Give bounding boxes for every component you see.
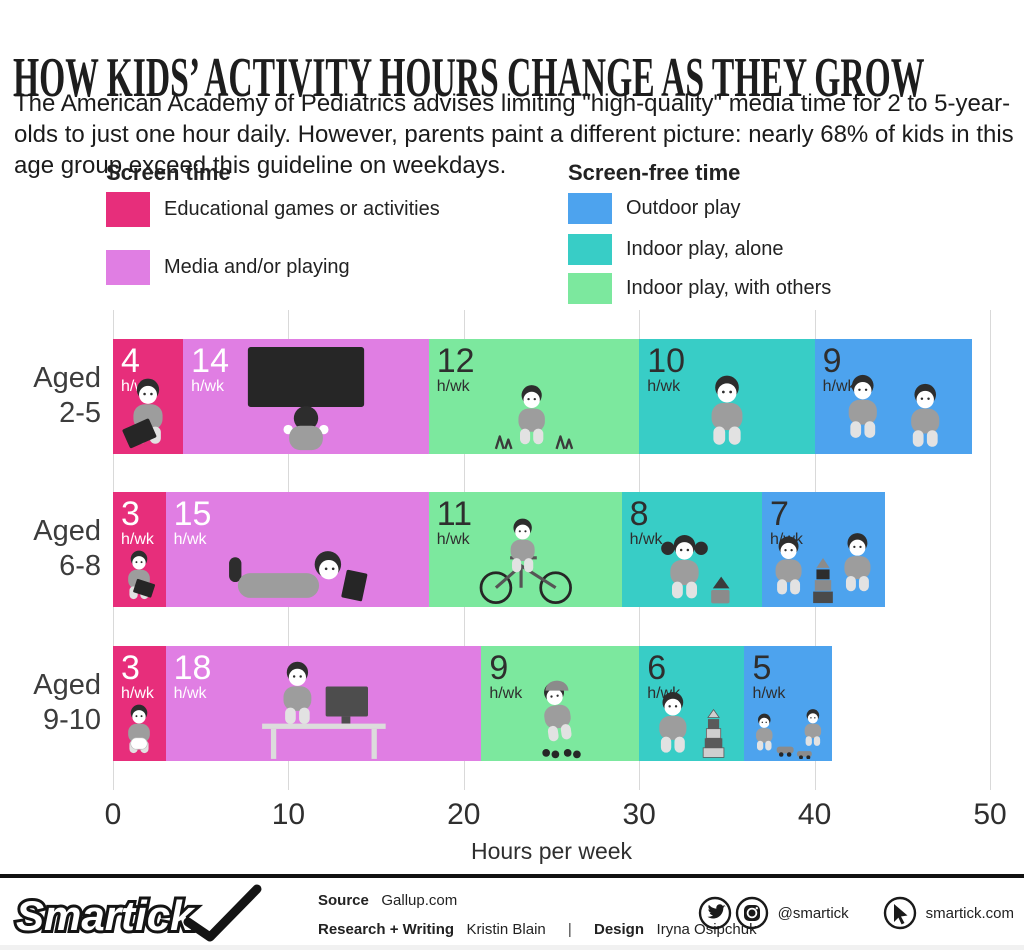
kid-reading-tablet-icon xyxy=(117,546,162,605)
website-cursor-icon[interactable] xyxy=(883,896,917,930)
bar-segment: 3 h/wk xyxy=(113,492,166,607)
x-axis-tick-label: 20 xyxy=(447,798,481,831)
legend-item-indoor-alone: Indoor play, alone xyxy=(568,234,784,265)
bar-segment: 7h/wk xyxy=(761,492,885,607)
bottom-strip xyxy=(0,945,1024,950)
kid-lying-with-tablet-icon xyxy=(229,551,368,602)
bar-segment: 10 h/wk xyxy=(639,339,815,454)
legend-item-media: Media and/or playing xyxy=(106,250,350,285)
legend-screen-time: Screen time Educational games or activit… xyxy=(106,160,440,285)
x-axis-tick-label: 0 xyxy=(104,798,122,831)
value-label: 15 h/wk xyxy=(173,495,212,548)
bar-segment: 4h/wk xyxy=(113,339,184,454)
bar-segment: 3 h/wk xyxy=(113,646,166,761)
swatch-educational xyxy=(106,192,150,227)
category-label: Aged 9-10 xyxy=(33,668,101,737)
twitter-icon[interactable] xyxy=(698,896,732,930)
legend-label-indoor-others: Indoor play, with others xyxy=(626,277,832,299)
toddlers-playing-together-icon xyxy=(836,373,952,452)
legend-label-outdoor: Outdoor play xyxy=(626,197,741,219)
source-label: Source xyxy=(318,892,369,909)
bar-segment: 5 h/wk xyxy=(744,646,833,761)
instagram-icon[interactable] xyxy=(735,896,769,930)
swatch-media xyxy=(106,250,150,285)
smartick-logo-text: Smartick xyxy=(16,892,196,939)
bar-segment: 11 h/wk xyxy=(428,492,622,607)
page-title: HOW KIDS’ ACTIVITY HOURS CHANGE AS THEY … xyxy=(13,46,925,109)
legend-label-educational: Educational games or activities xyxy=(164,198,440,220)
design-label: Design xyxy=(594,921,645,938)
value-label: 14 h/wk xyxy=(191,342,229,395)
legend-item-indoor-others: Indoor play, with others xyxy=(568,273,831,304)
value-label: 3 h/wk xyxy=(121,649,154,702)
bar-segment: 12 h/wk xyxy=(428,339,640,454)
source-value: Gallup.com xyxy=(381,892,458,909)
legend-item-educational: Educational games or activities xyxy=(106,192,440,227)
kid-roller-skating-icon xyxy=(523,676,597,759)
x-axis-tick-label: 40 xyxy=(797,798,832,831)
swatch-indoor-others xyxy=(568,273,612,304)
boy-at-computer-desk-icon xyxy=(248,660,398,759)
research-value: Kristin Blain xyxy=(466,921,546,938)
toddler-reading-icon xyxy=(118,372,178,452)
bar-segment: 9 h/wk xyxy=(481,646,640,761)
design-value: Iryna Osipchuk xyxy=(656,921,757,938)
value-label: 8 h/wk xyxy=(629,495,663,548)
bar-segment: 9 h/wk xyxy=(814,339,973,454)
bar-chart: Hours per week 0 10 20 30 40 50 Aged2-54h/wk14… xyxy=(0,300,1024,864)
smartick-logo: Smartick xyxy=(13,884,262,942)
kid-stacking-tower-icon xyxy=(644,684,740,759)
value-label: 9 h/wk xyxy=(489,649,523,702)
research-label: Research + Writing xyxy=(318,921,455,938)
value-label: 9 h/wk xyxy=(822,342,856,395)
value-label: 12 h/wk xyxy=(436,342,475,395)
credits: Source Gallup.com Research + Writing Kri… xyxy=(318,892,757,938)
girl-playing-blocks-icon xyxy=(646,530,738,605)
bar-segment: 14 h/wk xyxy=(183,339,429,454)
boy-sitting-device-icon xyxy=(117,700,162,759)
legend-screen-free-title: Screen-free time xyxy=(568,160,741,185)
bar-segment: 15 h/wk xyxy=(165,492,429,607)
toddler-sitting-icon xyxy=(697,372,757,452)
toddler-watching-tv-icon xyxy=(247,347,365,451)
swatch-outdoor xyxy=(568,193,612,224)
legend-label-media: Media and/or playing xyxy=(164,256,350,278)
kid-riding-bike-icon xyxy=(466,517,584,605)
legend-screen-free-time: Screen-free time Outdoor play Indoor pla… xyxy=(568,160,831,304)
value-label: 18 h/wk xyxy=(173,649,212,702)
value-label: 11 h/wk xyxy=(436,495,473,548)
swatch-indoor-alone xyxy=(568,234,612,265)
logo-checkmark xyxy=(183,884,262,942)
legend-label-indoor-alone: Indoor play, alone xyxy=(626,238,784,260)
x-axis-tick-label: 30 xyxy=(622,798,656,831)
social-handle[interactable]: @smartick xyxy=(777,904,849,922)
credit-separator: | xyxy=(567,921,572,938)
legend-item-outdoor: Outdoor play xyxy=(568,193,741,224)
toddler-in-grass-icon xyxy=(491,382,577,452)
kids-building-blocks-icon xyxy=(766,529,881,605)
x-axis-title: Hours per week xyxy=(470,838,633,864)
value-label: 5 h/wk xyxy=(752,649,786,702)
category-label: Aged 6-8 xyxy=(33,514,101,583)
category-label: Aged 2-5 xyxy=(33,361,101,430)
x-axis-tick-label: 50 xyxy=(973,798,1007,831)
kids-playing-toy-cars-icon xyxy=(748,707,828,759)
website-link[interactable]: smartick.com xyxy=(925,904,1014,922)
bar-segment: 6 h/wk xyxy=(639,646,745,761)
social-bar: @smartick smartick.com xyxy=(698,896,1014,930)
bar-segment: 18 h/wk xyxy=(165,646,482,761)
value-label: 3 h/wk xyxy=(121,495,154,548)
bar-segment: 8 h/wk xyxy=(621,492,762,607)
legend-screen-time-title: Screen time xyxy=(106,160,231,185)
footer-divider xyxy=(0,874,1024,878)
x-axis-tick-label: 10 xyxy=(271,798,306,831)
value-label: 10 h/wk xyxy=(647,342,686,395)
page-subtitle: The American Academy of Pediatrics advis… xyxy=(14,90,1014,180)
gridline xyxy=(990,310,991,790)
